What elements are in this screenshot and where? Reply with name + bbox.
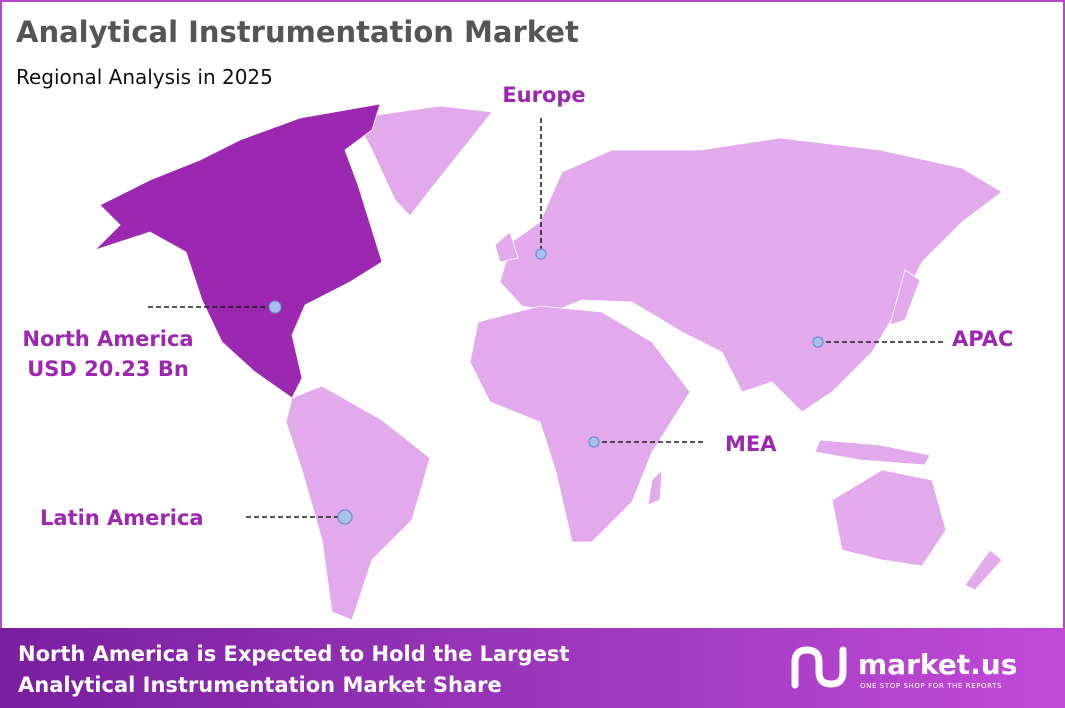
south-america bbox=[285, 385, 431, 621]
japan bbox=[889, 269, 921, 326]
new-zealand bbox=[964, 549, 1003, 591]
region-label: MEA bbox=[725, 432, 777, 456]
footer-text: Analytical Instrumentation Market Share bbox=[18, 673, 502, 697]
region-label: Latin America bbox=[40, 506, 204, 530]
marker bbox=[337, 509, 353, 525]
region-value: USD 20.23 Bn bbox=[27, 357, 189, 381]
marker bbox=[535, 248, 547, 260]
marker bbox=[588, 436, 600, 448]
world-map bbox=[94, 103, 1003, 621]
marker bbox=[812, 336, 824, 348]
uk bbox=[494, 231, 519, 263]
australia bbox=[831, 469, 947, 567]
region-label: APAC bbox=[952, 327, 1013, 351]
indonesia bbox=[814, 439, 931, 466]
subtitle: Regional Analysis in 2025 bbox=[16, 65, 273, 89]
logo-name: market.us bbox=[858, 648, 1017, 681]
footer-text: North America is Expected to Hold the La… bbox=[18, 642, 569, 666]
north-america bbox=[94, 103, 383, 399]
logo-icon bbox=[791, 646, 847, 689]
greenland bbox=[354, 105, 493, 217]
callouts bbox=[148, 118, 945, 525]
logo: market.us ONE STOP SHOP FOR THE REPORTS bbox=[791, 646, 1017, 690]
title: Analytical Instrumentation Market bbox=[16, 15, 579, 49]
logo-tagline: ONE STOP SHOP FOR THE REPORTS bbox=[860, 682, 1002, 690]
region-label: Europe bbox=[502, 83, 585, 107]
madagascar bbox=[647, 468, 663, 506]
marker bbox=[268, 300, 282, 314]
africa bbox=[469, 305, 691, 543]
region-label: North America bbox=[22, 327, 193, 351]
footer-band bbox=[0, 628, 1065, 708]
